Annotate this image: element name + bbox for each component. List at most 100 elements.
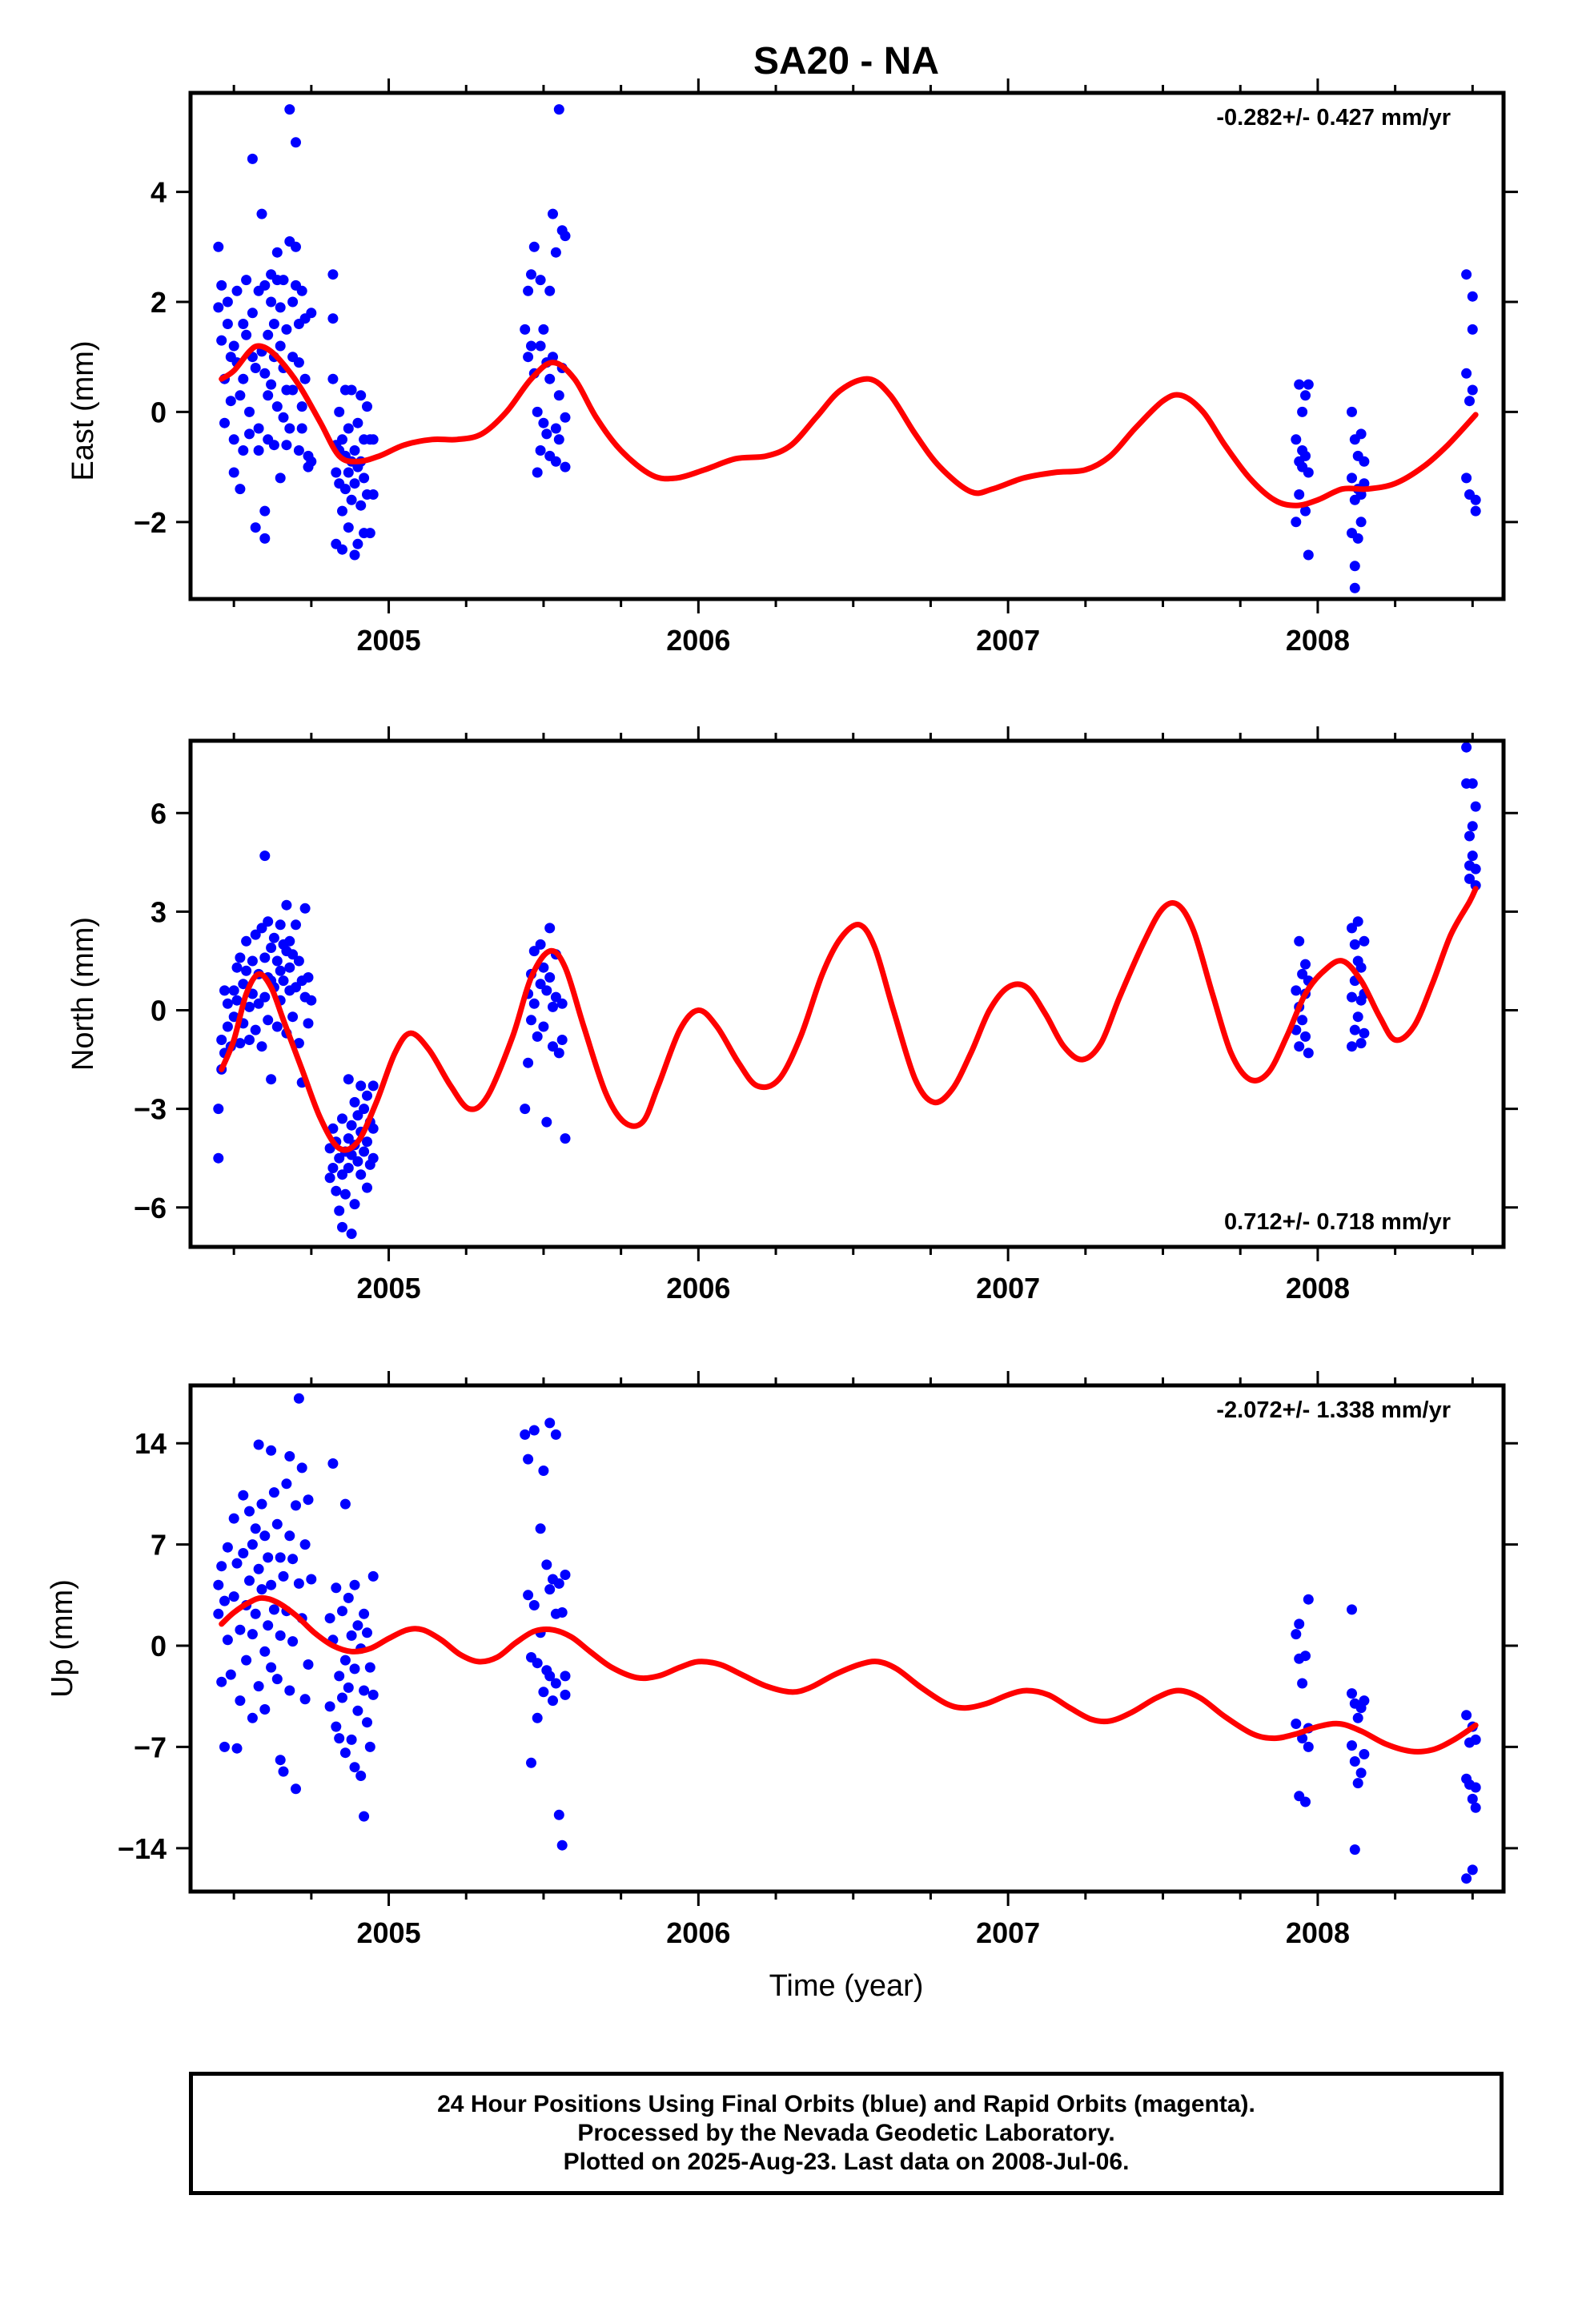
east-y-axis-label: East (mm) <box>66 340 100 480</box>
north-data-point <box>1352 916 1363 927</box>
north-data-point <box>263 916 274 927</box>
east-data-point <box>222 319 233 329</box>
up-data-point <box>1359 1695 1370 1707</box>
east-data-point <box>225 396 236 407</box>
up-data-point <box>367 1689 379 1700</box>
up-data-point <box>1297 1678 1308 1689</box>
east-data-point <box>349 549 360 561</box>
up-data-point <box>1349 1844 1360 1856</box>
north-rate-label: 0.712+/- 0.718 mm/yr <box>1224 1209 1451 1235</box>
up-data-point <box>528 1600 540 1610</box>
north-data-point <box>1467 778 1478 789</box>
east-data-point <box>1461 368 1472 379</box>
east-data-point <box>1349 561 1360 572</box>
x-tick-label: 2007 <box>976 1272 1040 1305</box>
up-data-point <box>225 1669 236 1680</box>
up-data-point <box>244 1575 255 1586</box>
up-data-point <box>367 1570 379 1582</box>
x-tick-label: 2008 <box>1286 1272 1350 1305</box>
up-data-point <box>528 1425 540 1436</box>
up-data-point <box>1461 1873 1472 1884</box>
up-data-point <box>520 1429 531 1440</box>
up-data-point <box>275 1552 286 1563</box>
up-data-point <box>213 1579 224 1590</box>
north-data-point <box>556 998 568 1009</box>
up-data-point <box>275 1630 286 1641</box>
x-tick-label: 2006 <box>666 1916 730 1949</box>
north-data-point <box>259 991 271 1003</box>
north-data-point <box>216 1035 227 1045</box>
east-data-point <box>1347 472 1357 484</box>
east-data-point <box>1470 505 1481 517</box>
east-data-point <box>538 417 549 428</box>
north-data-point <box>1352 1011 1363 1023</box>
up-data-point <box>268 1604 279 1615</box>
east-data-point <box>1355 428 1367 440</box>
up-data-point <box>1291 1719 1302 1729</box>
east-data-point <box>238 445 249 456</box>
y-tick-label: 6 <box>151 797 167 830</box>
up-data-point <box>550 1429 561 1440</box>
east-data-point <box>359 472 370 484</box>
east-data-point <box>337 544 347 555</box>
north-data-point <box>241 965 252 976</box>
north-model-curve <box>219 886 1479 1153</box>
east-data-point <box>523 352 534 363</box>
east-data-point <box>247 153 258 164</box>
up-data-point <box>293 1578 304 1589</box>
up-data-point <box>324 1613 335 1624</box>
east-data-point <box>268 319 279 329</box>
east-data-point <box>528 241 540 252</box>
y-tick-label: −3 <box>134 1093 167 1126</box>
up-data-point <box>544 1584 556 1595</box>
east-data-point <box>1355 517 1367 528</box>
east-data-point <box>327 313 339 324</box>
north-data-point <box>349 1199 360 1210</box>
east-plot-frame <box>188 90 1506 601</box>
up-data-point <box>548 1695 558 1707</box>
east-data-point <box>266 296 277 308</box>
north-data-point <box>256 1041 267 1052</box>
east-data-point <box>271 401 283 412</box>
up-data-point <box>1467 1864 1478 1876</box>
north-data-point <box>287 949 299 960</box>
east-data-point <box>544 285 556 296</box>
east-data-point <box>293 357 304 368</box>
east-data-point <box>1352 533 1363 544</box>
north-data-point <box>1297 1015 1308 1026</box>
up-data-point <box>1347 1740 1357 1751</box>
east-data-point <box>550 247 561 258</box>
north-data-point <box>263 1015 274 1026</box>
east-data-point <box>1300 450 1311 461</box>
east-data-point <box>550 423 561 434</box>
up-data-point <box>532 1712 543 1723</box>
north-data-point <box>1359 1027 1370 1039</box>
north-data-point <box>1359 935 1370 947</box>
north-data-point <box>241 935 252 947</box>
up-data-point <box>1461 1710 1472 1721</box>
up-data-point <box>250 1608 261 1619</box>
up-data-point <box>1467 1793 1478 1804</box>
east-data-point <box>238 319 249 329</box>
east-data-point <box>281 324 292 335</box>
north-data-point <box>1303 1047 1314 1059</box>
east-panel: 2005 2006 2007 2008 −2 0 2 4 East (mm) -0.282+/- … <box>66 78 1518 657</box>
east-data-point <box>284 423 295 434</box>
y-tick-label: 0 <box>151 995 167 1027</box>
up-data-point <box>253 1563 264 1574</box>
east-data-point <box>228 467 239 478</box>
up-data-point <box>1294 1618 1305 1630</box>
east-data-point <box>244 406 255 417</box>
up-data-point <box>1355 1767 1367 1779</box>
east-data-point <box>560 412 571 423</box>
up-data-point <box>339 1655 351 1666</box>
up-data-point <box>346 1734 357 1745</box>
east-data-point <box>235 484 246 495</box>
north-data-point <box>346 1149 357 1160</box>
up-data-point <box>339 1498 351 1510</box>
x-tick-label: 2007 <box>976 1916 1040 1949</box>
up-data-point <box>1359 1749 1370 1759</box>
north-data-point <box>303 1018 314 1029</box>
north-data-point <box>1294 1041 1305 1052</box>
east-data-point <box>1461 269 1472 280</box>
